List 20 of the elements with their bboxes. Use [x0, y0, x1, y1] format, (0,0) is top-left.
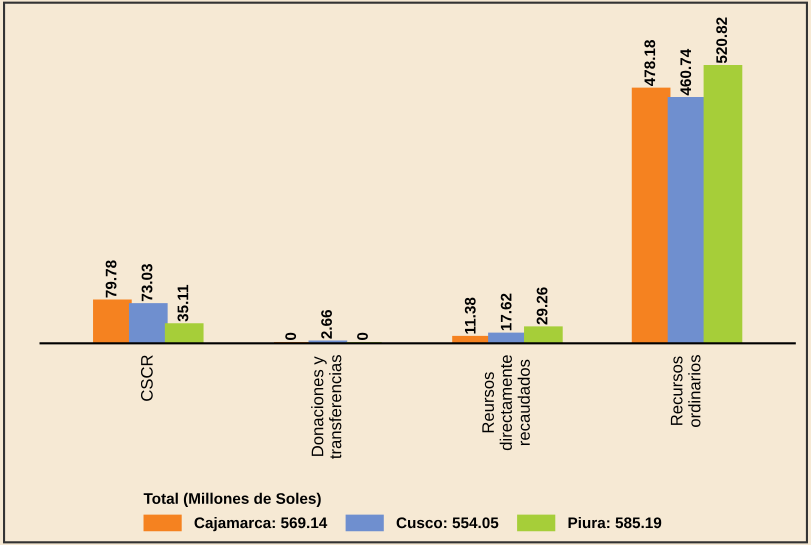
- legend-label: Piura: 585.19: [568, 516, 662, 528]
- data-label: 35.11: [177, 284, 188, 322]
- x-tick-label: Donaciones y transferencias: [311, 355, 342, 459]
- legend-label: Cusco: 554.05: [396, 517, 498, 528]
- data-label: 520.82: [716, 17, 728, 64]
- data-label: 11.38: [464, 298, 476, 334]
- legend-label: Cajamarca: 569.14: [194, 516, 328, 532]
- x-tick-label: Recursos ordinarios: [670, 355, 700, 427]
- data-label: 79.78: [106, 260, 116, 298]
- x-tick-label: Reursos directamente recaudados: [482, 355, 530, 450]
- data-label: 0: [357, 332, 368, 340]
- data-label: 0: [285, 332, 296, 340]
- data-label: 460.74: [680, 48, 692, 96]
- data-label: 73.03: [142, 264, 152, 302]
- data-label: 478.18: [644, 40, 656, 86]
- data-label: 17.62: [500, 294, 512, 330]
- legend-title: Total (Millones de Soles): [144, 492, 321, 507]
- x-tick-label: CSCR: [140, 355, 153, 401]
- data-label: 29.26: [536, 287, 548, 324]
- data-label: 2.66: [321, 310, 332, 339]
